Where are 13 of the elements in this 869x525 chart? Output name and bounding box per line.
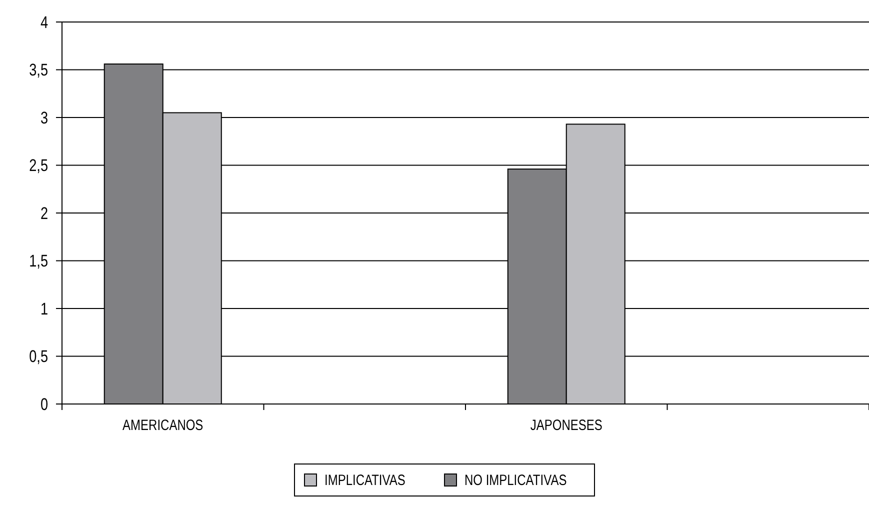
y-tick-label: 3,5 — [29, 61, 48, 80]
legend-label: NO IMPLICATIVAS — [464, 472, 567, 489]
y-tick-label: 2,5 — [29, 156, 48, 176]
x-tick-label: AMERICANOS — [122, 416, 204, 434]
y-tick-label: 2 — [40, 204, 48, 224]
y-tick-label: 1 — [40, 300, 48, 319]
y-tick-label: 0 — [40, 396, 48, 414]
y-tick-label: 0,5 — [29, 348, 48, 367]
y-tick-label: 1,5 — [29, 252, 48, 272]
legend-label: IMPLICATIVAS — [324, 472, 406, 489]
y-tick-label: 4 — [40, 14, 48, 32]
x-tick-label: JAPONESES — [530, 416, 602, 434]
y-tick-label: 3 — [40, 109, 48, 128]
